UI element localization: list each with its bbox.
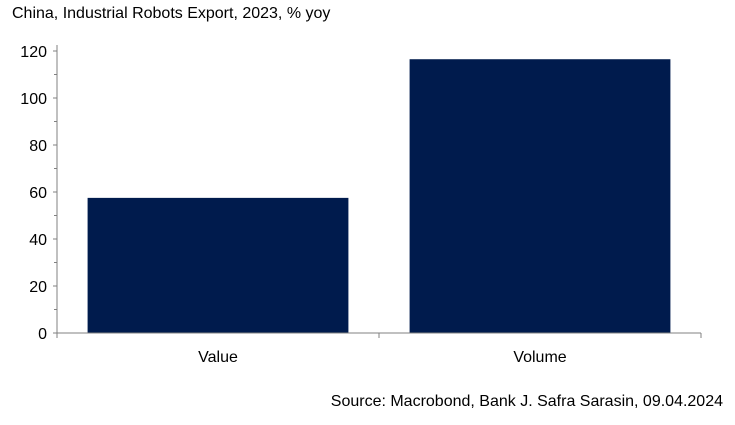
y-tick-label: 20 (29, 279, 47, 296)
bar-value (87, 197, 349, 333)
y-tick-label: 80 (29, 138, 47, 155)
y-tick-label: 100 (20, 91, 47, 108)
bars (87, 59, 671, 333)
x-axis-labels: Value Volume (56, 333, 702, 366)
y-tick-label: 40 (29, 232, 47, 249)
source-note: Source: Macrobond, Bank J. Safra Sarasin… (330, 393, 723, 410)
bar-volume (409, 59, 671, 333)
y-axis-ticks: 0 20 40 60 80 100 120 (20, 44, 57, 343)
chart-title: China, Industrial Robots Export, 2023, %… (12, 5, 331, 22)
x-tick-label-volume: Volume (513, 349, 566, 366)
y-tick-label: 120 (20, 44, 47, 61)
x-tick-label-value: Value (198, 349, 238, 366)
y-tick-label: 60 (29, 185, 47, 202)
y-tick-label: 0 (38, 326, 47, 343)
